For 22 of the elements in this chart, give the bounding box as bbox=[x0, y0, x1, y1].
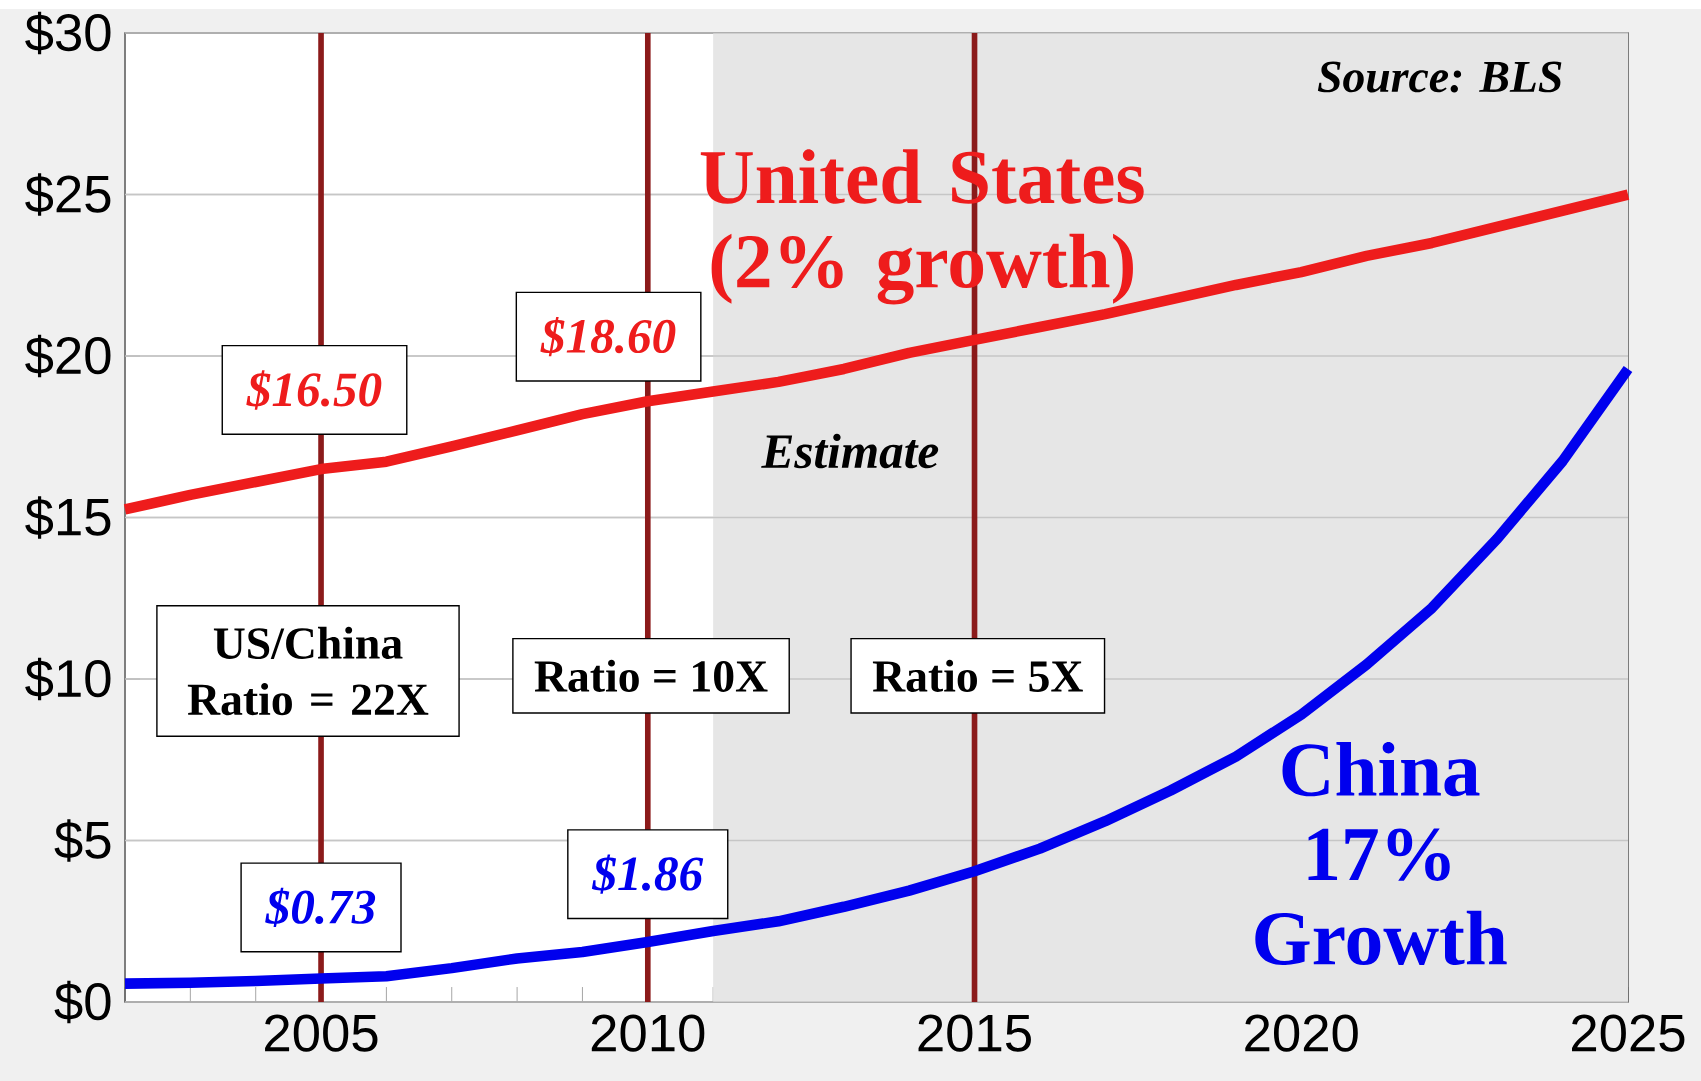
y-tick-label: $20 bbox=[25, 334, 111, 378]
y-tick-label: $5 bbox=[54, 819, 111, 862]
data-label: $18.60 bbox=[540, 316, 676, 357]
data-label: $16.50 bbox=[246, 370, 382, 410]
x-tick-label: 2010 bbox=[591, 1014, 705, 1052]
y-tick-label: $10 bbox=[25, 657, 111, 701]
series-label: China 17% Growth bbox=[1255, 741, 1507, 966]
annotation: Source: BLS bbox=[1317, 61, 1562, 93]
data-label: $1.86 bbox=[591, 854, 704, 894]
y-tick-label: $0 bbox=[54, 980, 111, 1024]
annotation: Ratio = 5X bbox=[872, 659, 1083, 692]
x-tick-label: 2015 bbox=[918, 1014, 1031, 1052]
annotation: US/China Ratio = 22X bbox=[187, 626, 429, 716]
y-tick-label: $25 bbox=[25, 173, 111, 216]
x-tick-label: 2025 bbox=[1572, 1014, 1685, 1052]
x-tick-label: 2020 bbox=[1245, 1014, 1358, 1052]
y-tick-label: $15 bbox=[25, 496, 111, 539]
band-label: Estimate bbox=[761, 433, 939, 469]
data-label: $0.73 bbox=[265, 887, 376, 928]
x-tick-label: 2005 bbox=[265, 1014, 378, 1052]
y-tick-label: $30 bbox=[25, 11, 111, 55]
annotation: Ratio = 10X bbox=[534, 659, 768, 692]
